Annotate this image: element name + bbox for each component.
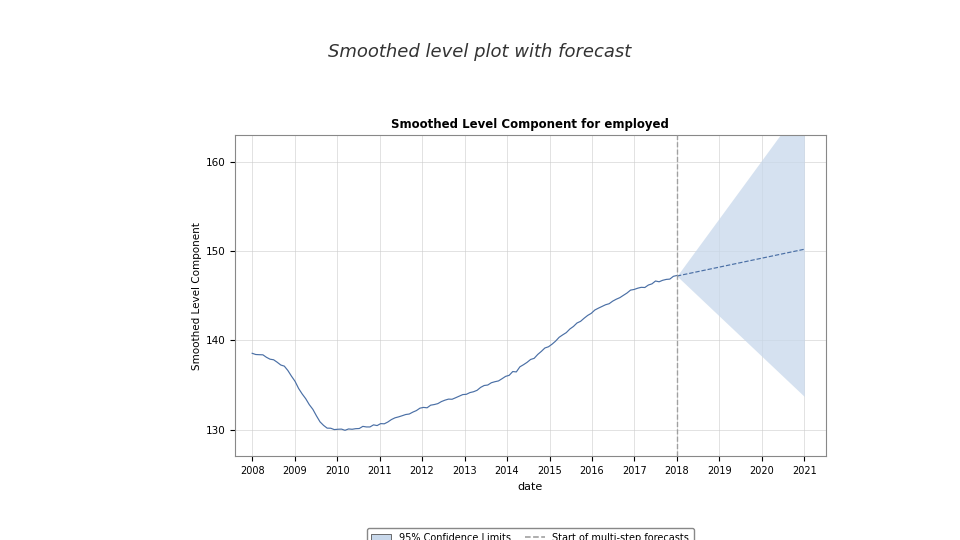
Legend: 95% Confidence Limits, Start of multi-step forecasts: 95% Confidence Limits, Start of multi-st… [367, 528, 694, 540]
Text: Smoothed level plot with forecast: Smoothed level plot with forecast [328, 43, 632, 61]
Title: Smoothed Level Component for employed: Smoothed Level Component for employed [392, 118, 669, 131]
Y-axis label: Smoothed Level Component: Smoothed Level Component [192, 222, 202, 369]
X-axis label: date: date [517, 482, 543, 491]
